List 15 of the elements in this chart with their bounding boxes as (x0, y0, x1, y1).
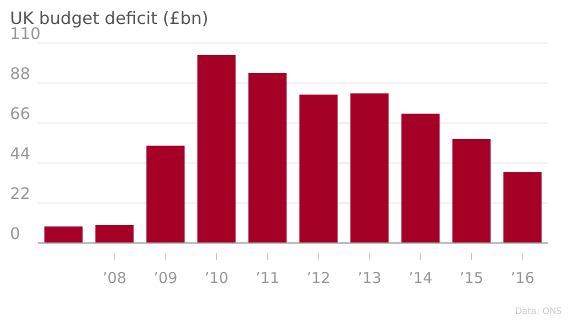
x-tick-label: ’16 (510, 269, 534, 287)
x-tick-label: ’11 (256, 269, 280, 287)
y-tick-label: 44 (10, 144, 30, 163)
y-tick-label: 110 (10, 24, 41, 43)
y-tick-label: 0 (10, 224, 20, 243)
x-tick-label: ’08 (102, 269, 126, 287)
y-tick-label: 66 (10, 104, 30, 123)
x-tick-label: ’10 (204, 269, 228, 287)
x-tick-label: ’12 (306, 269, 330, 287)
x-tick-label: ’13 (358, 269, 382, 287)
y-tick-label: 22 (10, 184, 30, 203)
x-tick-label: ’09 (154, 269, 178, 287)
x-tick-label: ’15 (460, 269, 484, 287)
x-tick-label: ’14 (408, 269, 432, 287)
y-tick-label: 88 (10, 64, 30, 83)
